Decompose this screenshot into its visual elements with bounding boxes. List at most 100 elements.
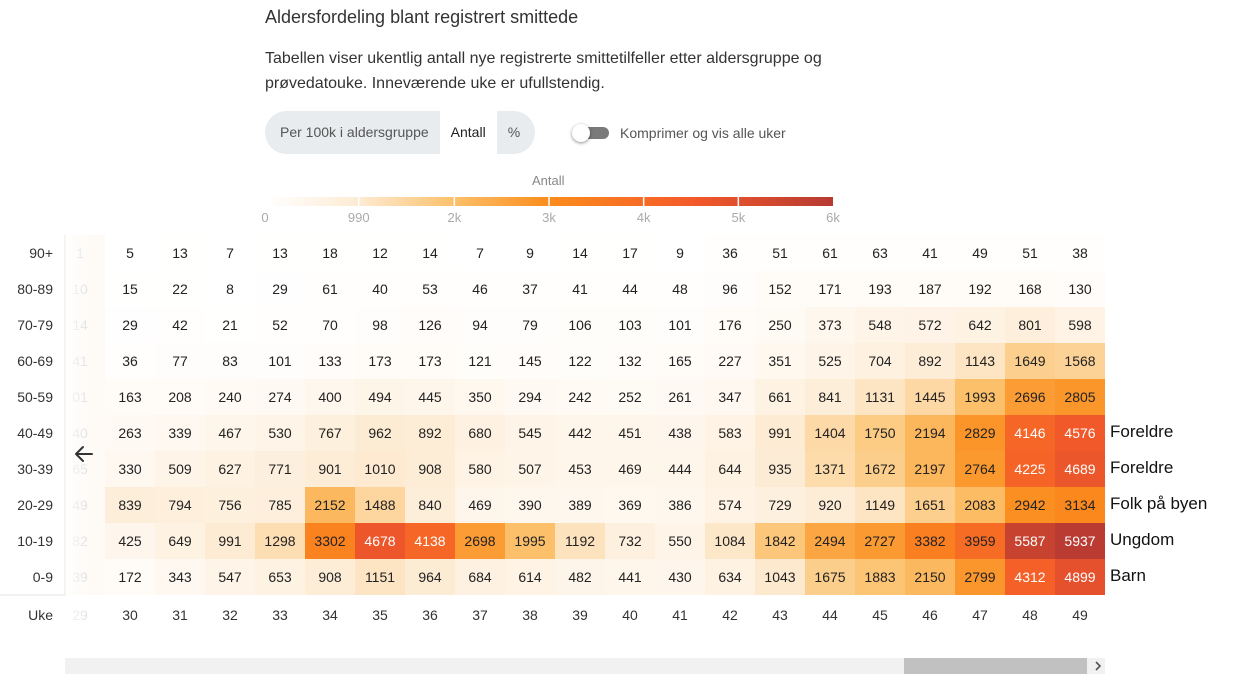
heatmap-cell xyxy=(805,307,855,343)
heatmap-cell-value: 509 xyxy=(168,461,192,477)
heatmap-cell xyxy=(305,379,355,415)
compress-toggle-label[interactable]: Komprimer og vis alle uker xyxy=(620,125,786,141)
heatmap-cell xyxy=(105,379,155,415)
heatmap-cell xyxy=(255,235,305,271)
heatmap-cell xyxy=(555,487,605,523)
heatmap-cell xyxy=(905,379,955,415)
heatmap-cell-value: 130 xyxy=(1068,281,1092,297)
heatmap-cell xyxy=(955,487,1005,523)
heatmap-cell-value: 507 xyxy=(518,461,542,477)
heatmap-cell-value: 53 xyxy=(422,281,438,297)
heatmap-cell-value: 171 xyxy=(818,281,842,297)
heatmap-cell-value: 145 xyxy=(518,353,542,369)
scrollbar-thumb[interactable] xyxy=(904,658,1087,674)
heatmap-cell-value: 614 xyxy=(518,569,542,585)
toggle-knob xyxy=(572,124,590,142)
heatmap-cell-value: 3959 xyxy=(964,533,995,549)
heatmap-cell-value: 1371 xyxy=(814,461,845,477)
heatmap-cell-value: 1445 xyxy=(914,389,945,405)
heatmap-cell-value: 1149 xyxy=(865,497,895,513)
heatmap-cell xyxy=(1055,559,1105,595)
heatmap-cell-value: 12 xyxy=(372,245,388,261)
heatmap-cell xyxy=(205,343,255,379)
heatmap-cell xyxy=(705,379,755,415)
heatmap-cell-value: 187 xyxy=(918,281,942,297)
compress-toggle[interactable] xyxy=(572,124,609,142)
heatmap-cell xyxy=(205,559,255,595)
heatmap-cell xyxy=(855,487,905,523)
heatmap-cell xyxy=(555,343,605,379)
heatmap-cell xyxy=(455,343,505,379)
heatmap-cell-value: 44 xyxy=(622,281,638,297)
heatmap-cell xyxy=(755,451,805,487)
horizontal-scrollbar[interactable] xyxy=(65,658,1105,674)
legend-tick-label: 5k xyxy=(731,210,746,225)
heatmap-cell-value: 8 xyxy=(226,281,234,297)
heatmap-cell-value: 991 xyxy=(218,533,242,549)
x-tick-label: 38 xyxy=(522,607,538,623)
segment-per-100k[interactable]: Per 100k i aldersgruppe xyxy=(280,124,429,140)
heatmap-cell xyxy=(955,343,1005,379)
segment-antall[interactable]: Antall xyxy=(439,111,497,154)
heatmap-cell xyxy=(955,523,1005,559)
heatmap-cell-value: 935 xyxy=(768,461,792,477)
heatmap-cell xyxy=(905,559,955,595)
heatmap-cell xyxy=(455,559,505,595)
heatmap-cell-value: 756 xyxy=(218,497,242,513)
heatmap-cell xyxy=(655,343,705,379)
heatmap-cell xyxy=(155,487,205,523)
legend-color-bar xyxy=(265,197,833,206)
heatmap-cell-value: 343 xyxy=(168,569,192,585)
heatmap-cell-value: 627 xyxy=(218,461,242,477)
heatmap-cell-value: 467 xyxy=(218,425,242,441)
heatmap-cell xyxy=(955,271,1005,307)
heatmap-cell xyxy=(105,307,155,343)
heatmap-cell-value: 767 xyxy=(318,425,342,441)
heatmap-cell-value: 841 xyxy=(818,389,842,405)
heatmap-cell xyxy=(905,523,955,559)
heatmap-cell xyxy=(655,559,705,595)
heatmap-cell xyxy=(955,379,1005,415)
heatmap-cell-value: 51 xyxy=(772,245,788,261)
legend-tick-label: 2k xyxy=(447,210,462,225)
heatmap-cell-value: 330 xyxy=(118,461,142,477)
heatmap-cell xyxy=(1055,307,1105,343)
row-label: 30-39 xyxy=(17,461,53,477)
row-label: 70-79 xyxy=(17,317,53,333)
heatmap-cell xyxy=(905,343,955,379)
heatmap-cell-value: 7 xyxy=(226,245,234,261)
segment-percent[interactable]: % xyxy=(507,124,521,140)
heatmap-cell-value: 901 xyxy=(318,461,342,477)
heatmap-cell xyxy=(605,451,655,487)
heatmap-cell-value: 453 xyxy=(568,461,592,477)
row-annotation: Foreldre xyxy=(1110,422,1174,441)
heatmap-cell xyxy=(355,559,405,595)
heatmap-cell-value: 14 xyxy=(572,245,588,261)
x-tick-label: 45 xyxy=(872,607,888,623)
heatmap-cell-value: 373 xyxy=(818,317,842,333)
heatmap-cell-value: 152 xyxy=(768,281,792,297)
chart-title: Aldersfordeling blant registrert smitted… xyxy=(265,7,579,27)
heatmap-cell-value: 908 xyxy=(318,569,342,585)
heatmap-cell xyxy=(655,307,705,343)
x-tick-label: 46 xyxy=(922,607,938,623)
row-label: 60-69 xyxy=(17,353,53,369)
heatmap-cell-value: 1404 xyxy=(814,425,845,441)
heatmap-cell xyxy=(855,451,905,487)
heatmap-cell xyxy=(305,559,355,595)
heatmap-cell xyxy=(355,451,405,487)
heatmap-cell xyxy=(705,343,755,379)
heatmap-cell-value: 4689 xyxy=(1064,461,1095,477)
heatmap-cell xyxy=(1005,379,1055,415)
chevron-right-icon[interactable] xyxy=(1093,661,1103,671)
heatmap-cell-value: 2727 xyxy=(864,533,895,549)
heatmap-cell xyxy=(855,559,905,595)
heatmap-cell-value: 369 xyxy=(618,497,642,513)
heatmap-cell xyxy=(205,487,255,523)
arrow-left-icon[interactable] xyxy=(72,442,96,466)
heatmap-cell xyxy=(1055,523,1105,559)
heatmap-cell xyxy=(205,415,255,451)
heatmap-cell-value: 1883 xyxy=(864,569,895,585)
heatmap-cell-value: 163 xyxy=(118,389,142,405)
